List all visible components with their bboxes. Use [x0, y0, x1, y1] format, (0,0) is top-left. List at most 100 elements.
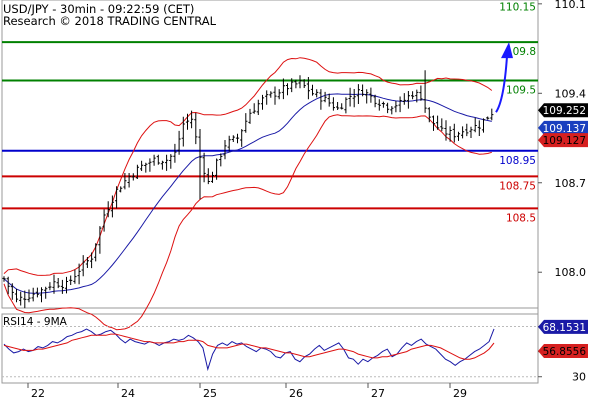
ohlc-bar — [160, 160, 164, 170]
ohlc-bar — [277, 89, 281, 100]
ohlc-bar — [10, 283, 14, 300]
ohlc-bar — [456, 131, 461, 141]
ohlc-bar — [306, 77, 310, 100]
ohlc-bar — [265, 90, 269, 105]
ohlc-bar — [194, 112, 198, 145]
y-tick-label: 110.1 — [555, 0, 587, 11]
bollinger-upper-band — [3, 57, 493, 276]
ohlc-bar — [394, 101, 398, 113]
ohlc-bar — [256, 99, 260, 115]
ohlc-bar — [2, 276, 6, 282]
ohlc-bar — [386, 102, 390, 114]
ohlc-bar — [31, 287, 35, 302]
ohlc-bar — [269, 91, 273, 98]
ohlc-bar — [140, 160, 144, 171]
ohlc-bar — [402, 93, 406, 105]
level-label: 108.5 — [506, 212, 536, 224]
x-tick-label: 29 — [453, 387, 467, 400]
ohlc-bar — [148, 158, 152, 172]
ohlc-bar — [310, 84, 315, 96]
ohlc-bar — [465, 123, 469, 137]
ohlc-bar — [298, 75, 302, 89]
projection-arrow-shaft — [495, 56, 508, 113]
ohlc-bar — [156, 154, 160, 165]
ohlc-bar — [252, 103, 256, 114]
ohlc-bar — [131, 173, 135, 181]
ohlc-bar — [144, 162, 148, 173]
ohlc-bar — [231, 135, 235, 142]
ohlc-bar — [23, 290, 27, 309]
ohlc-bar — [19, 291, 23, 306]
ohlc-bar — [219, 153, 223, 167]
rsi-value-tag-label: 56.8556 — [543, 346, 587, 358]
ohlc-bar — [102, 209, 106, 232]
ohlc-bar — [331, 97, 335, 111]
ohlc-bar — [169, 154, 173, 169]
level-label: 109.8 — [506, 46, 536, 58]
ohlc-bar — [206, 168, 210, 185]
ohlc-bar — [381, 101, 385, 108]
ohlc-bar — [69, 275, 73, 285]
rsi-tick-label: 30 — [572, 371, 586, 384]
ohlc-bar — [452, 123, 456, 143]
ohlc-bar — [52, 274, 56, 294]
rsi-value-tag — [538, 344, 588, 359]
rsi-panel-title: RSI14 - 9MA — [3, 316, 67, 328]
price-tag — [538, 120, 588, 135]
x-tick-label: 26 — [289, 387, 303, 400]
ohlc-bar — [248, 108, 252, 124]
ohlc-bar — [110, 195, 114, 218]
ohlc-bar — [27, 289, 31, 303]
price-tag — [538, 133, 588, 148]
ohlc-bar — [406, 91, 410, 109]
level-label: 110.15 — [499, 1, 536, 13]
bollinger-lower-band — [3, 114, 492, 331]
x-tick-label: 24 — [121, 387, 135, 400]
ohlc-bar — [285, 83, 290, 96]
price-tag-label: 109.137 — [543, 123, 586, 135]
ohlc-bar — [123, 173, 127, 190]
ohlc-bar — [348, 87, 352, 107]
rsi-value-tag-label: 68.1531 — [543, 322, 586, 334]
price-tag — [538, 103, 588, 118]
ohlc-bar — [377, 99, 381, 111]
ohlc-bar — [215, 158, 219, 180]
ohlc-bar — [223, 140, 227, 160]
level-label: 108.75 — [499, 180, 536, 192]
ohlc-bar — [411, 91, 415, 100]
ohlc-bar — [477, 120, 481, 136]
ohlc-bar — [473, 117, 477, 133]
ohlc-bar — [98, 226, 102, 254]
y-tick-label: 109.4 — [555, 87, 587, 100]
price-tag-label: 109.252 — [543, 105, 586, 117]
ohlc-bar — [302, 79, 306, 88]
ohlc-bar — [39, 287, 44, 303]
ohlc-bar — [6, 276, 10, 295]
level-label: 109.5 — [506, 85, 536, 97]
ohlc-bar — [177, 130, 181, 155]
ohlc-bar — [165, 154, 169, 171]
ohlc-bar — [398, 96, 402, 113]
ohlc-bar — [185, 113, 190, 130]
ohlc-bar — [210, 171, 215, 183]
ohlc-bar — [48, 282, 52, 291]
moving-average-line — [3, 93, 492, 294]
rsi-value-tag — [538, 319, 588, 334]
ohlc-bar — [60, 279, 64, 294]
ohlc-bar — [35, 287, 39, 298]
ohlc-bar — [14, 288, 19, 303]
projection-arrow-head — [501, 42, 513, 59]
ohlc-bar — [227, 135, 231, 152]
ohlc-bar — [419, 85, 423, 101]
ohlc-bar — [431, 115, 436, 131]
ohlc-bar — [365, 89, 369, 104]
ohlc-bar — [423, 70, 427, 113]
ohlc-bar — [373, 94, 377, 108]
ohlc-bar — [244, 113, 248, 133]
ohlc-bar — [448, 126, 452, 142]
ohlc-bar — [415, 89, 419, 103]
ohlc-bar — [356, 84, 360, 104]
ohlc-bar — [202, 152, 206, 183]
ohlc-bar — [344, 97, 348, 114]
